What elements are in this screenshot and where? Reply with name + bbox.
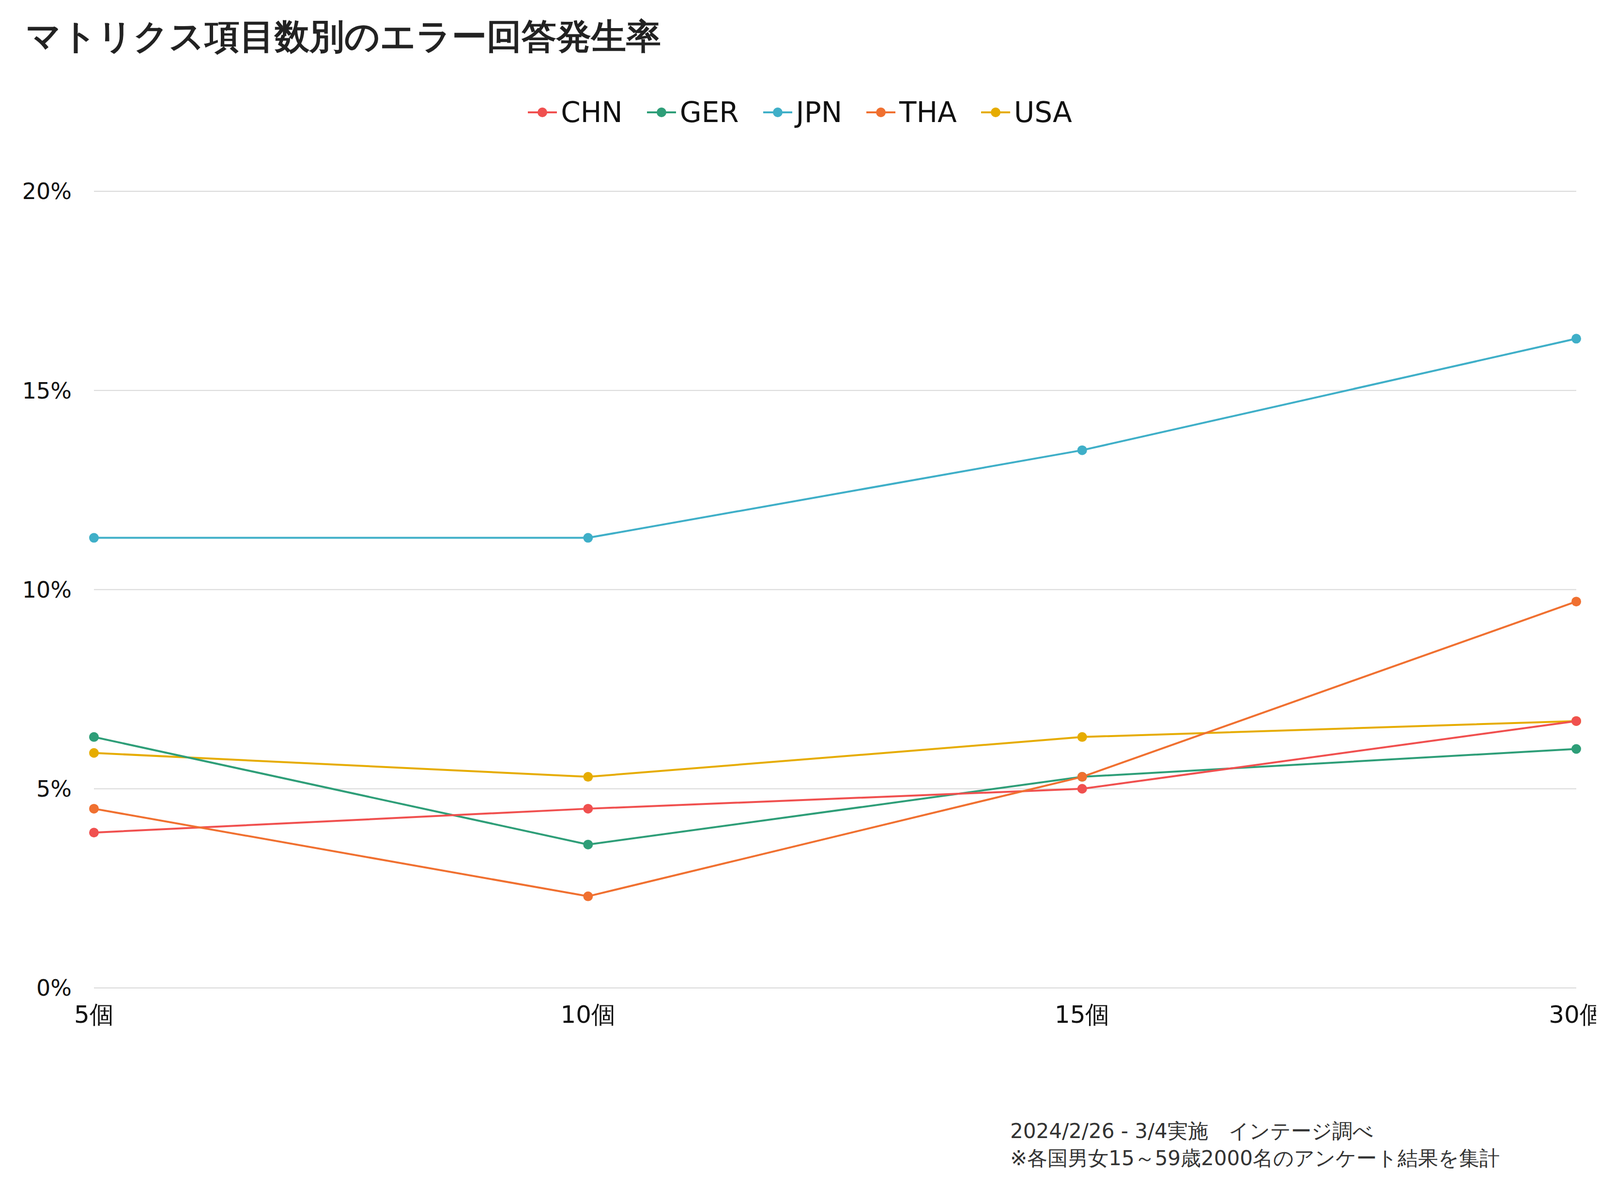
html-text:2024/2/26 - 3/4実施 インテージ調べ: 2024/2/26 - 3/4実施 インテージ調べ xyxy=(1010,1119,1374,1143)
html-text:マトリクス項目数別のエラー回答発生率: マトリクス項目数別のエラー回答発生率 xyxy=(25,15,662,57)
svg-text:5%: 5% xyxy=(36,775,72,802)
html-text:※各国男女15～59歳2000名のアンケート結果を集計: ※各国男女15～59歳2000名のアンケート結果を集計 xyxy=(1010,1146,1500,1170)
svg-text:30個: 30個 xyxy=(1548,1000,1597,1029)
svg-text:0%: 0% xyxy=(36,974,72,1001)
html-text:CHN: CHN xyxy=(560,95,623,129)
svg-text:15%: 15% xyxy=(22,377,72,404)
html-text:GER: GER xyxy=(679,95,739,129)
html-text:THA: THA xyxy=(899,95,957,129)
svg-text:20%: 20% xyxy=(22,178,72,205)
svg-text:5個: 5個 xyxy=(74,1000,114,1029)
svg-text:10%: 10% xyxy=(22,576,72,603)
html-text:USA: USA xyxy=(1013,95,1073,129)
html-text:JPN: JPN xyxy=(795,95,843,129)
svg-text:15個: 15個 xyxy=(1054,1000,1110,1029)
svg-text:10個: 10個 xyxy=(560,1000,616,1029)
